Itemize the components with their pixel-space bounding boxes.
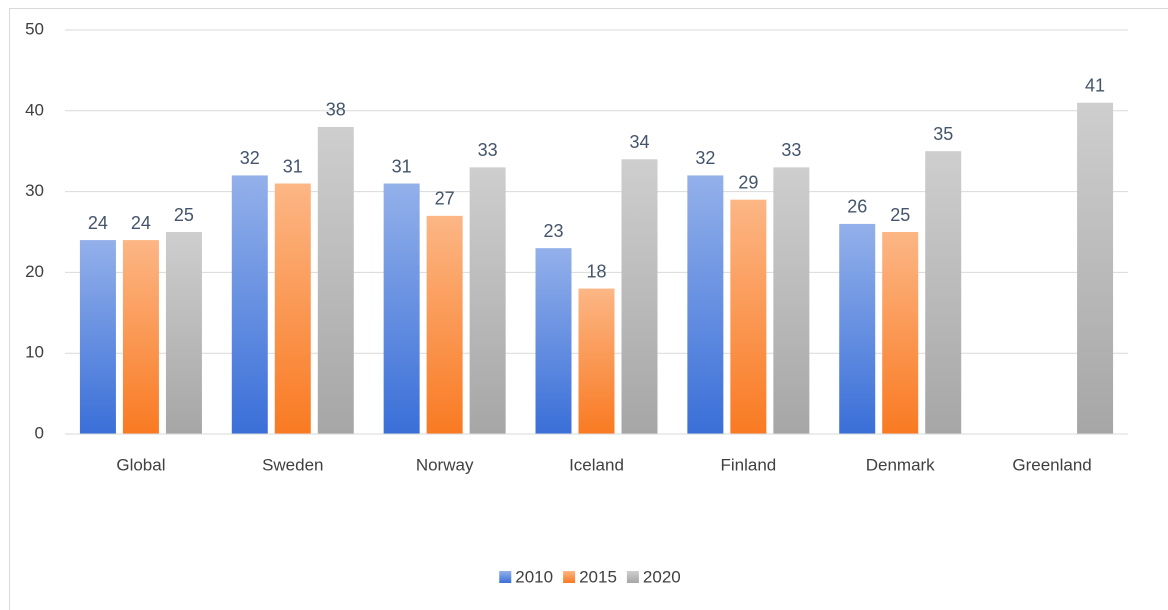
data-label: 23	[543, 221, 563, 241]
y-tick-label: 50	[25, 19, 44, 38]
data-label: 38	[326, 100, 346, 120]
bar	[621, 159, 658, 434]
legend-item: 2020	[626, 567, 681, 586]
bar	[469, 167, 506, 435]
legend-label: 2010	[515, 567, 553, 586]
x-tick-label: Global	[116, 455, 165, 474]
x-tick-label: Iceland	[569, 455, 624, 474]
y-tick-label: 40	[25, 100, 44, 119]
legend-label: 2020	[643, 567, 681, 586]
data-label: 32	[695, 148, 715, 168]
legend-item: 2015	[563, 567, 617, 586]
data-label: 34	[629, 132, 649, 152]
y-tick-label: 10	[25, 343, 44, 362]
bar	[317, 126, 354, 435]
bar	[730, 199, 767, 434]
bar	[687, 175, 724, 434]
bar	[274, 183, 311, 434]
legend-swatch	[626, 571, 639, 583]
data-label: 24	[131, 213, 151, 233]
bar	[578, 288, 615, 434]
x-tick-label: Sweden	[262, 455, 323, 474]
data-label: 31	[392, 156, 412, 176]
bar	[839, 223, 876, 434]
data-label: 35	[933, 124, 953, 144]
data-label: 33	[781, 140, 801, 160]
x-tick-label: Finland	[720, 455, 776, 474]
legend-label: 2015	[579, 567, 617, 586]
data-label: 33	[478, 140, 498, 160]
x-tick-label: Norway	[416, 455, 474, 474]
bar	[773, 167, 810, 435]
x-tick-label: Greenland	[1012, 455, 1091, 474]
bar	[231, 175, 268, 434]
data-label: 25	[890, 205, 910, 225]
y-tick-label: 0	[35, 423, 44, 442]
bar	[383, 183, 420, 434]
bar	[79, 240, 116, 434]
data-label: 27	[435, 189, 455, 209]
bar	[1077, 102, 1114, 434]
x-tick-label: Denmark	[866, 455, 935, 474]
bar	[535, 248, 572, 434]
bar	[882, 232, 919, 434]
y-tick-label: 30	[25, 181, 44, 200]
data-label: 41	[1085, 75, 1105, 95]
data-label: 25	[174, 205, 194, 225]
data-label: 32	[240, 148, 260, 168]
data-label: 29	[738, 172, 758, 192]
data-label: 26	[847, 197, 867, 217]
data-label: 24	[88, 213, 108, 233]
bar	[925, 151, 962, 434]
legend-swatch	[499, 571, 512, 583]
bar	[426, 215, 463, 434]
y-tick-label: 20	[25, 262, 44, 281]
data-label: 18	[586, 261, 606, 281]
data-label: 31	[283, 156, 303, 176]
bar	[122, 240, 159, 434]
bar	[165, 232, 202, 434]
legend-item: 2010	[499, 567, 553, 586]
legend-swatch	[563, 571, 576, 583]
